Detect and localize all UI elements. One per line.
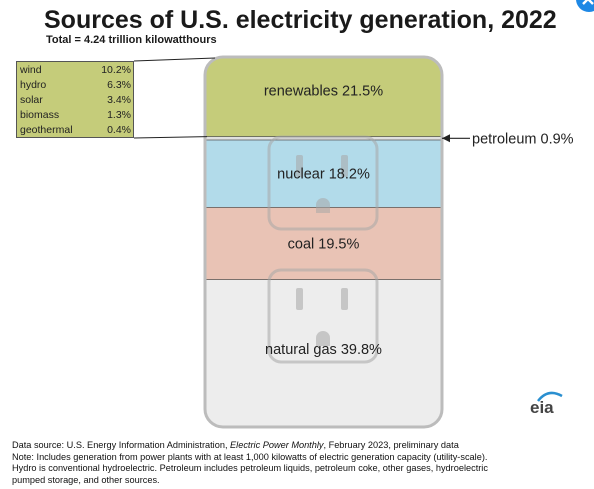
petroleum-arrowhead [442,134,450,143]
breakdown-label: solar [20,94,43,106]
breakdown-row-solar: solar 3.4% [17,93,133,108]
chart-plot: natural gas 39.8% coal 19.5% nuclear 18.2%… [133,55,574,429]
source-prefix: Data source: U.S. Energy Information Adm… [12,440,231,450]
segment-coal [205,207,442,280]
corner-badge[interactable] [576,0,594,12]
outlet-sketch-upper [267,135,379,231]
segment-label-coal: coal 19.5% [288,236,360,252]
segment-nuclear [205,139,442,208]
segment-label-petroleum: petroleum 0.9% [472,131,574,147]
data-source-line: Data source: U.S. Energy Information Adm… [12,440,587,452]
footer-notes: Data source: U.S. Energy Information Adm… [12,440,587,486]
breakdown-value: 6.3% [107,79,131,91]
note-line-2: Hydro is conventional hydroelectric. Pet… [12,463,488,473]
segment-label-renewables: renewables 21.5% [264,83,383,99]
breakdown-label: hydro [20,79,47,91]
breakdown-row-wind: wind 10.2% [17,63,133,78]
breakdown-label: biomass [20,109,60,121]
segment-label-natural-gas: natural gas 39.8% [265,342,382,358]
breakdown-value: 1.3% [107,109,131,121]
eia-logo-arc [537,391,563,402]
source-publication: Electric Power Monthly [230,440,324,450]
eia-logo: eia [530,398,554,417]
breakdown-label: wind [20,64,42,76]
breakdown-row-geothermal: geothermal 0.4% [17,123,133,138]
breakdown-connector-top [133,57,216,62]
segment-renewables [205,57,442,137]
breakdown-value: 10.2% [101,64,131,76]
note-line-1: Note: Includes generation from power pla… [12,451,488,462]
chevron-icon [582,0,594,5]
chart-title: Sources of U.S. electricity generation, … [44,6,557,34]
segment-natural-gas [205,279,442,427]
renewables-breakdown-box: wind 10.2% hydro 6.3% solar 3.4% biomass 1.3% ge… [16,61,134,138]
breakdown-value: 3.4% [107,94,131,106]
breakdown-value: 0.4% [107,124,131,136]
outlet-sketch-lower [267,268,379,364]
chart-subtitle: Total = 4.24 trillion kilowatthours [46,34,217,46]
breakdown-label: geothermal [20,124,73,136]
note-line-3: pumped storage, and other sources. [12,474,160,485]
breakdown-row-hydro: hydro 6.3% [17,78,133,93]
stacked-column [205,57,442,427]
breakdown-connector-bottom [133,136,208,139]
plate-outline [203,55,444,429]
segment-label-nuclear: nuclear 18.2% [277,167,370,183]
source-suffix: , February 2023, preliminary data [323,440,459,450]
breakdown-row-biomass: biomass 1.3% [17,108,133,123]
